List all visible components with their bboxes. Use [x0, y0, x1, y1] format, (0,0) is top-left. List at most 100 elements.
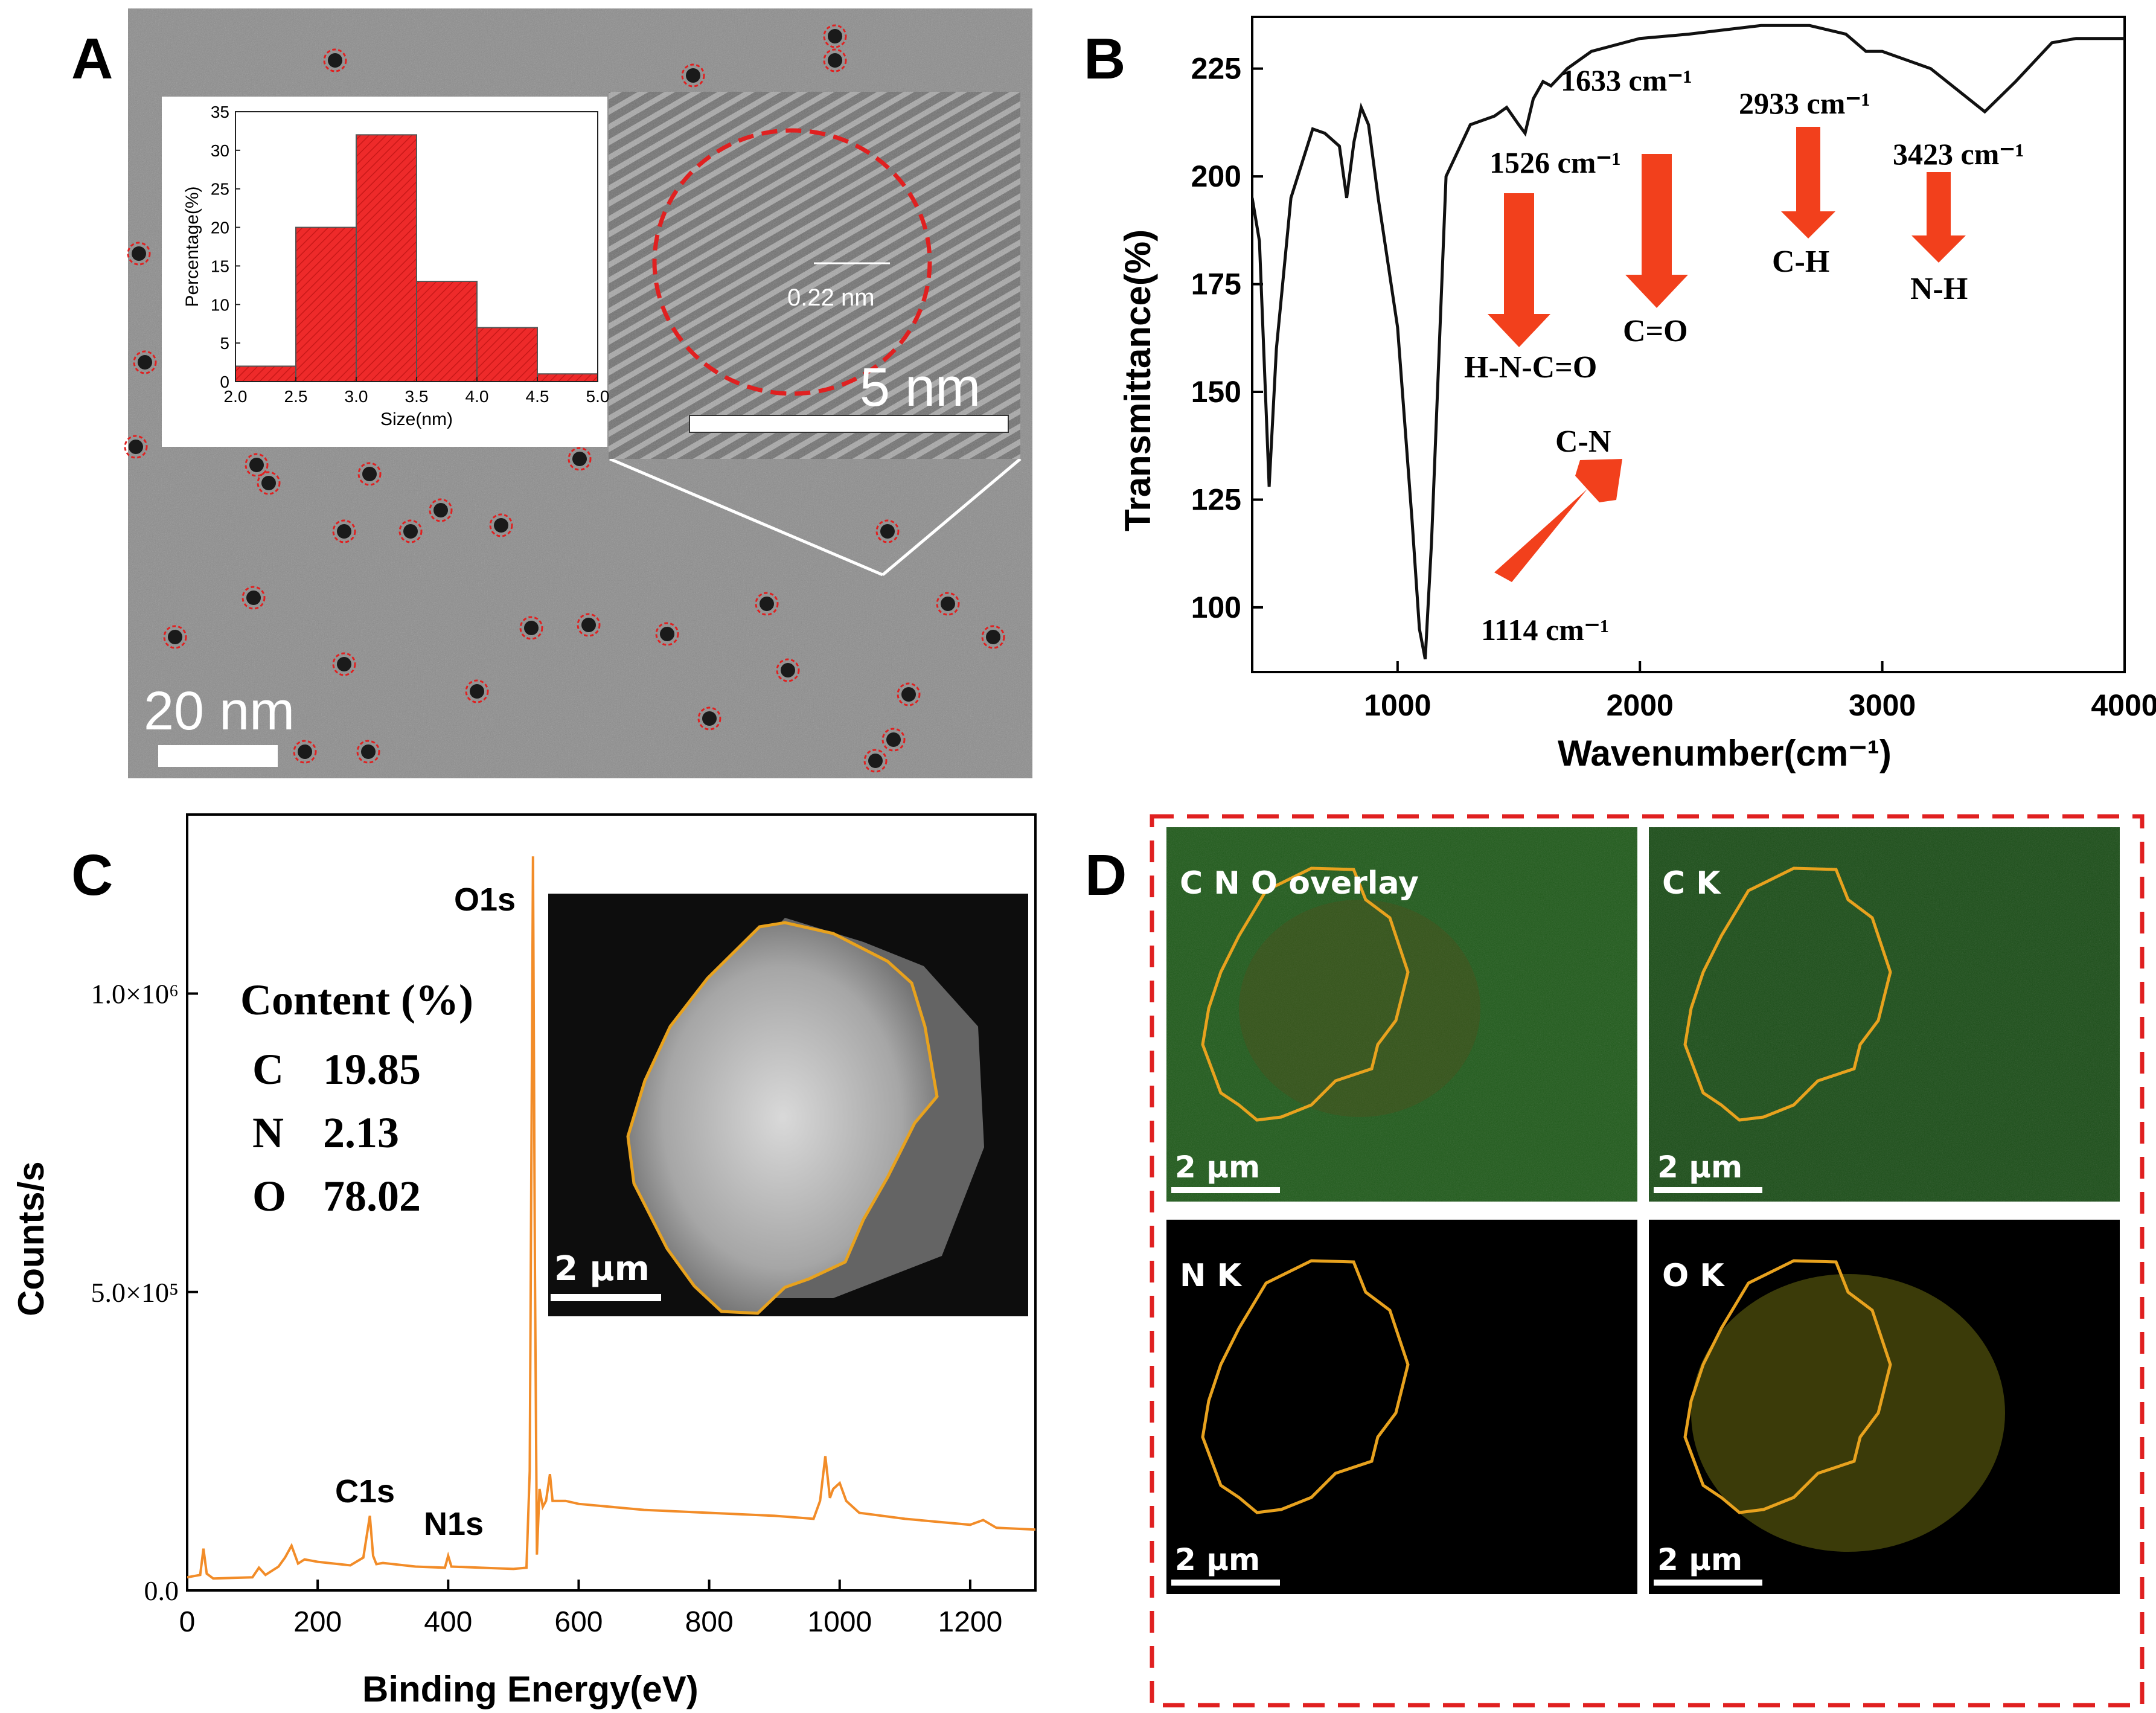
- edx-scale-bar-label: 2 μm: [1175, 1542, 1260, 1577]
- edx-map-title: C N O overlay: [1180, 865, 1419, 901]
- panel-b: B 1000 2000 3000 4000 100 125 150 175 200 225 152…: [1084, 16, 2156, 773]
- sem-inset: 2 μm: [548, 894, 1028, 1316]
- nanoparticle-ring: [242, 586, 266, 610]
- nanoparticle-ring: [568, 447, 592, 471]
- panel-label-c: C: [71, 843, 113, 908]
- nanoparticle-core: [828, 53, 842, 68]
- bond-label-co: C=O: [1623, 314, 1688, 348]
- xps-axes: 0 200 400 600 800 1000 1200 0.0 5.0×10⁵ 1.0×10⁶: [91, 979, 1003, 1638]
- peak-label-1526: 1526 cm⁻¹: [1489, 146, 1621, 179]
- nanoparticle-ring: [897, 682, 921, 706]
- content-element-o: O: [252, 1172, 286, 1220]
- nanoparticle-ring: [257, 471, 281, 495]
- nanoparticle-ring: [655, 622, 679, 646]
- content-element-n: N: [252, 1109, 284, 1157]
- nanoparticle-core: [702, 711, 717, 726]
- histogram-ytick-label: 10: [211, 295, 229, 314]
- arrow-1526: [1488, 193, 1550, 347]
- xps-xtick-label: 1200: [938, 1606, 1003, 1638]
- nanoparticle-ring: [823, 24, 847, 48]
- ftir-axes-frame: [1251, 16, 2126, 673]
- ftir-ylabel: Transmittance(%): [1118, 229, 1158, 531]
- panel-c: C 0 200 400 600 800 1000 1200 0.0 5.0×10⁵ 1.0×10⁶…: [11, 813, 1037, 1709]
- bond-label-nh: N-H: [1910, 272, 1968, 306]
- bond-label-ch: C-H: [1772, 245, 1829, 279]
- nanoparticle-core: [403, 524, 418, 539]
- nanoparticle-ring: [245, 453, 269, 477]
- peak-label-1633: 1633 cm⁻¹: [1561, 63, 1692, 97]
- edx-particle-outline: [1683, 866, 1892, 1122]
- nanoparticle-core: [328, 53, 342, 68]
- histogram-ylabel: Percentage(%): [182, 186, 202, 307]
- bond-label-cn: C-N: [1555, 424, 1611, 459]
- nanoparticle-ring: [863, 749, 888, 773]
- histogram-bar: [295, 226, 357, 383]
- nanoparticle-core: [886, 732, 901, 747]
- zoom-line-right: [881, 458, 1022, 576]
- edx-map-noise: [1649, 827, 2120, 1202]
- ftir-xtick-label: 4000: [2091, 688, 2156, 722]
- sem-scale-bar-label: 2 μm: [554, 1249, 650, 1289]
- panel-label-b: B: [1084, 27, 1125, 91]
- xps-ytick-label: 1.0×10⁶: [91, 979, 179, 1010]
- edx-scale-bar: [1654, 1580, 1762, 1586]
- sem-particle-outline: [626, 921, 939, 1315]
- nanoparticle-core: [168, 630, 182, 644]
- arrow-3423: [1911, 172, 1966, 263]
- xps-xtick-label: 400: [424, 1606, 472, 1638]
- edx-scale-bar-label: 2 μm: [1657, 1150, 1742, 1185]
- peak-label-n1s: N1s: [424, 1506, 484, 1542]
- edx-map-title: N K: [1180, 1258, 1243, 1294]
- nanoparticle-core: [828, 29, 842, 43]
- nanoparticle-core: [337, 657, 351, 671]
- nanoparticle-core: [361, 744, 376, 759]
- nanoparticle-ring: [398, 519, 423, 543]
- histogram-bar: [537, 373, 598, 383]
- nanoparticle-ring: [357, 462, 382, 486]
- sem-scale-bar: [551, 1294, 661, 1301]
- content-value-o: 78.02: [323, 1172, 421, 1220]
- edx-oxygen-signal: [1691, 1274, 2005, 1552]
- xps-xtick-label: 0: [179, 1606, 196, 1638]
- nanoparticle-core: [249, 458, 264, 472]
- xps-xtick-label: 800: [685, 1606, 734, 1638]
- nanoparticle-ring: [127, 242, 151, 266]
- nanoparticle-ring: [776, 658, 800, 682]
- histogram-ytick-label: 25: [211, 180, 229, 199]
- histogram-ytick-label: 5: [220, 334, 229, 353]
- zoom-line-left: [609, 457, 883, 577]
- nanoparticle-ring: [293, 740, 317, 764]
- nanoparticle-ring: [936, 592, 960, 616]
- nanoparticle-core: [572, 452, 587, 466]
- hrtem-noise: [609, 92, 1020, 459]
- histogram-ytick-label: 20: [211, 219, 229, 237]
- histogram-ytick-label: 35: [211, 103, 229, 121]
- edx-map-title: C K: [1662, 865, 1721, 901]
- nanoparticle-core: [781, 663, 795, 677]
- ftir-annotations: 1526 cm⁻¹ 1633 cm⁻¹ 2933 cm⁻¹ 3423 cm⁻¹ …: [1464, 63, 2024, 647]
- size-histogram: 2.0 2.5 3.0 3.5 4.0 4.5 5.0 0 5 10 15 20 25 30 35 Size(…: [162, 97, 609, 447]
- edx-overlay-signal: [1239, 900, 1480, 1117]
- nanoparticle-ring: [875, 519, 900, 543]
- nanoparticle-ring: [697, 706, 721, 731]
- xps-ytick-label: 0.0: [144, 1575, 179, 1606]
- xps-xlabel: Binding Energy(eV): [362, 1669, 699, 1709]
- ftir-ytick-label: 150: [1191, 375, 1241, 409]
- histogram-xtick-label: 4.5: [526, 387, 549, 406]
- nanoparticle-ring: [577, 613, 601, 637]
- histogram-xtick-label: 3.5: [405, 387, 429, 406]
- nanoparticles: [124, 24, 1005, 773]
- content-value-n: 2.13: [323, 1109, 399, 1157]
- scale-bar-20nm: [158, 745, 278, 767]
- histogram-xtick-label: 2.0: [224, 387, 248, 406]
- arrow-1633: [1625, 154, 1688, 308]
- lattice-spacing-label: 0.22 nm: [787, 284, 875, 311]
- nanoparticle-core: [581, 618, 596, 632]
- ftir-xlabel: Wavenumber(cm⁻¹): [1558, 733, 1892, 773]
- edx-scale-bar-label: 2 μm: [1175, 1150, 1260, 1185]
- ftir-axes: 1000 2000 3000 4000 100 125 150 175 200 225: [1191, 52, 2156, 722]
- lattice-circle: [652, 128, 932, 396]
- xps-spectrum-line: [187, 856, 1035, 1580]
- xps-xtick-label: 200: [293, 1606, 342, 1638]
- hrtem-scale-bar: [689, 415, 1009, 433]
